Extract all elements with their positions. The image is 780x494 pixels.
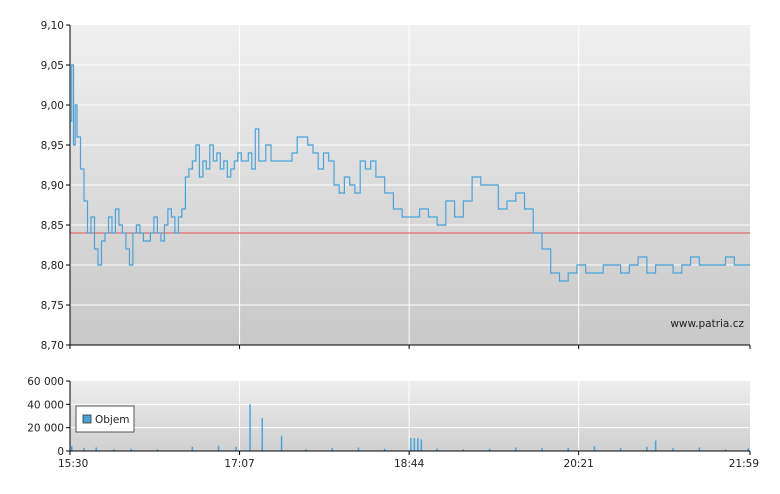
volume-bar xyxy=(113,449,115,452)
volume-bar xyxy=(217,445,220,452)
volume-bar xyxy=(410,438,412,451)
legend-label: Objem xyxy=(95,414,130,426)
legend-swatch xyxy=(82,414,92,424)
volume-bars xyxy=(71,404,749,452)
volume-bar xyxy=(541,448,543,451)
time-x-tick-label: 17:07 xyxy=(224,458,254,470)
price-y-tick-label: 8,75 xyxy=(41,300,64,312)
volume-bar xyxy=(420,439,423,451)
price-y-tick-label: 9,05 xyxy=(41,60,64,72)
volume-bar xyxy=(417,438,419,451)
volume-bar xyxy=(357,447,360,451)
volume-bar xyxy=(156,449,159,452)
price-y-tick-label: 8,90 xyxy=(41,180,64,192)
volume-bar xyxy=(488,448,491,451)
volume-bar xyxy=(619,448,622,451)
volume-y-tick-label: 60 000 xyxy=(27,376,64,388)
price-y-tick-label: 8,70 xyxy=(41,340,64,352)
price-y-tick-label: 8,85 xyxy=(41,220,64,232)
price-panel: 9,10 9,05 9,00 8,95 8,90 8,85 8,80 8,75 8,70 www… xyxy=(41,20,750,352)
volume-y-tick-label: 40 000 xyxy=(27,399,64,411)
price-y-tick-label: 9,10 xyxy=(41,20,64,32)
volume-y-tick-label: 0 xyxy=(57,446,64,458)
price-y-axis: 9,10 9,05 9,00 8,95 8,90 8,85 8,80 8,75 8,70 xyxy=(41,20,70,352)
volume-bar xyxy=(71,446,73,451)
volume-bar xyxy=(95,447,97,451)
price-series-line xyxy=(70,64,750,282)
volume-bar xyxy=(593,446,596,451)
volume-legend: Objem xyxy=(75,405,135,433)
time-x-tick-label: 15:30 xyxy=(58,458,88,470)
volume-bar xyxy=(436,448,438,451)
price-y-tick-label: 8,80 xyxy=(41,260,64,272)
time-x-tick-label: 21:59 xyxy=(729,458,759,470)
volume-plot-area xyxy=(70,381,750,451)
price-y-tick-label: 9,00 xyxy=(41,100,64,112)
volume-bar xyxy=(672,448,674,451)
volume-bar xyxy=(567,448,569,451)
volume-bar xyxy=(261,418,263,451)
volume-bar xyxy=(654,440,657,451)
volume-bar xyxy=(83,448,85,451)
time-x-tick-label: 18:44 xyxy=(394,458,425,470)
volume-bar xyxy=(235,446,237,451)
price-y-tick-label: 8,95 xyxy=(41,140,64,152)
volume-y-tick-label: 20 000 xyxy=(27,423,64,435)
volume-bar xyxy=(191,446,194,451)
volume-bar xyxy=(413,438,416,451)
volume-bar xyxy=(515,447,517,451)
volume-y-axis: 60 000 40 000 20 000 0 xyxy=(27,376,70,458)
volume-grid xyxy=(70,381,750,451)
watermark: www.patria.cz xyxy=(670,318,744,330)
time-x-tick-label: 20:21 xyxy=(564,458,594,470)
price-grid xyxy=(70,25,750,345)
volume-bar xyxy=(747,448,749,451)
volume-bar xyxy=(462,449,465,452)
volume-bar xyxy=(249,404,251,451)
volume-bar xyxy=(383,448,386,451)
time-x-axis: 15:30 17:07 18:44 20:21 21:59 xyxy=(58,345,759,470)
volume-bar xyxy=(305,449,307,452)
volume-bar xyxy=(698,447,701,451)
volume-bar xyxy=(280,435,283,451)
volume-bar xyxy=(646,446,648,451)
volume-bar xyxy=(130,448,132,451)
volume-bar xyxy=(331,448,333,451)
volume-panel: 60 000 40 000 20 000 0 15:30 17:07 18:44 20:21… xyxy=(27,345,759,470)
volume-bar xyxy=(724,449,727,452)
